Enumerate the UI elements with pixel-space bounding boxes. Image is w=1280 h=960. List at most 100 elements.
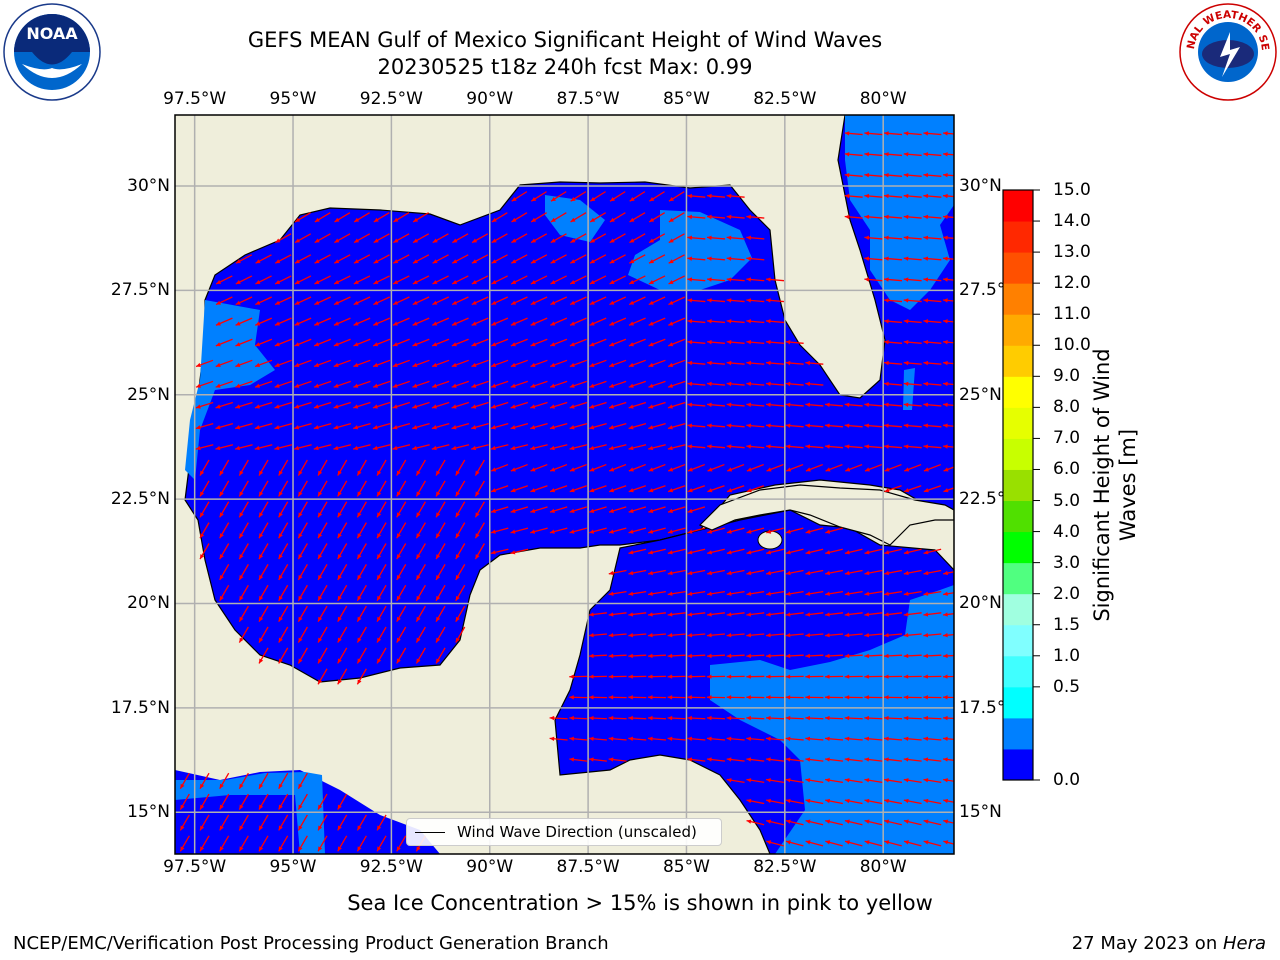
wave-arrow <box>432 317 450 326</box>
wave-arrow <box>455 501 466 518</box>
wave-arrow <box>452 233 469 244</box>
wave-arrow <box>786 463 804 472</box>
wave-arrow <box>609 296 627 306</box>
wave-arrow <box>353 254 371 264</box>
wave-arrow <box>746 548 765 555</box>
wave-arrow <box>589 380 607 388</box>
wave-arrow <box>687 423 706 428</box>
wave-arrow <box>455 605 466 623</box>
wave-arrow <box>608 485 627 493</box>
wave-arrow <box>844 152 863 157</box>
wave-arrow <box>530 359 548 368</box>
wave-arrow <box>903 591 922 596</box>
wave-arrow <box>195 444 214 451</box>
wave-arrow <box>687 444 706 449</box>
wave-arrow <box>746 214 765 220</box>
wind-wave-arrows <box>179 131 954 852</box>
wave-arrow <box>726 298 745 303</box>
wave-arrow <box>474 501 485 518</box>
wave-arrow <box>490 463 509 472</box>
lat-tick-left: 15°N <box>127 802 170 823</box>
wave-arrow <box>825 778 843 783</box>
wave-arrow <box>258 793 269 810</box>
wave-arrow <box>883 172 903 178</box>
wave-arrow <box>334 212 351 223</box>
wave-arrow <box>883 298 903 303</box>
wave-arrow <box>726 381 745 387</box>
wave-arrow <box>392 444 411 451</box>
wave-arrow <box>376 543 387 560</box>
wave-arrow <box>785 674 804 679</box>
wave-arrow <box>765 444 785 449</box>
wave-arrow <box>805 736 824 741</box>
wave-arrow <box>431 401 450 409</box>
wave-arrow <box>943 381 954 387</box>
wave-arrow <box>687 381 706 387</box>
wave-arrow <box>765 339 785 345</box>
wave-arrow <box>589 422 607 430</box>
wave-arrow <box>549 527 568 534</box>
wave-arrow <box>589 233 607 244</box>
wave-arrow <box>923 152 942 157</box>
wave-arrow <box>490 485 509 493</box>
wave-arrow <box>766 527 784 534</box>
wave-arrow <box>549 380 568 388</box>
wave-arrow <box>883 653 903 659</box>
colorbar-tick-label: 5.0 <box>1053 490 1081 511</box>
wave-arrow <box>943 339 954 345</box>
wave-arrow <box>864 736 883 741</box>
wave-arrow <box>530 527 548 534</box>
wave-arrow <box>396 647 407 664</box>
wave-arrow <box>667 674 686 679</box>
wave-arrow <box>199 772 210 790</box>
wave-arrow <box>687 298 706 303</box>
wave-arrow <box>238 564 249 581</box>
wave-arrow <box>511 233 528 244</box>
wave-arrow <box>923 402 942 407</box>
wave-arrow <box>352 444 371 451</box>
wave-arrow <box>589 401 607 409</box>
wave-arrow <box>667 527 686 534</box>
wave-arrow <box>903 402 922 407</box>
wave-arrow <box>903 172 922 178</box>
wave-arrow <box>785 381 804 387</box>
wave-arrow <box>884 778 903 783</box>
wave-arrow <box>706 674 725 679</box>
wave-arrow <box>235 422 253 430</box>
wave-arrow <box>903 193 922 199</box>
wave-arrow <box>550 254 567 264</box>
wave-arrow <box>668 212 685 223</box>
wave-arrow <box>314 317 332 326</box>
wave-arrow <box>455 459 466 476</box>
wave-arrow <box>511 212 528 223</box>
wave-arrow <box>314 296 331 306</box>
wave-arrow <box>706 444 725 449</box>
wave-arrow <box>726 633 745 638</box>
wave-arrow <box>943 214 954 220</box>
wave-arrow <box>687 569 706 576</box>
wave-arrow <box>805 715 824 721</box>
wave-arrow <box>491 233 508 244</box>
wave-arrow <box>883 381 903 387</box>
wave-arrow <box>569 674 588 679</box>
wave-arrow <box>510 359 528 368</box>
wave-arrow <box>608 736 627 741</box>
wave-arrow <box>785 548 804 555</box>
wave-arrow <box>510 463 528 472</box>
wave-arrow <box>883 402 903 407</box>
wave-arrow <box>726 319 745 324</box>
wave-arrow <box>608 444 627 451</box>
wave-arrow <box>864 402 883 407</box>
wave-arrow <box>258 814 269 831</box>
wave-arrow <box>608 653 627 659</box>
wave-arrow <box>903 819 922 826</box>
wave-arrow <box>294 254 312 264</box>
wave-arrow <box>376 647 387 664</box>
wave-arrow <box>510 380 528 388</box>
wave-arrow <box>785 695 804 700</box>
wave-arrow <box>317 835 328 852</box>
lon-tick-bottom: 95°W <box>269 857 317 877</box>
wave-arrow <box>376 605 387 623</box>
wave-arrow <box>255 254 272 264</box>
wave-arrow <box>337 647 348 664</box>
